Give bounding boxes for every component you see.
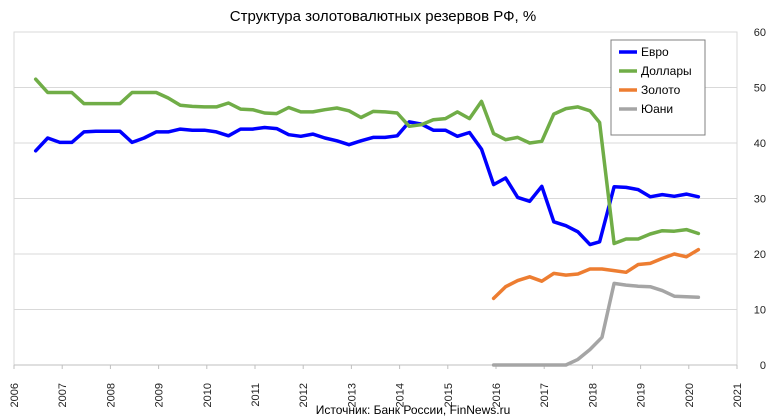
x-tick-label: 2017 — [539, 383, 551, 407]
x-tick-label: 2012 — [298, 383, 310, 407]
x-tick-label: 2010 — [202, 383, 214, 407]
x-tick-label: 2009 — [154, 383, 166, 407]
y-tick-label: 40 — [754, 138, 766, 150]
y-tick-label: 50 — [754, 83, 766, 95]
legend-label: Золото — [641, 83, 681, 97]
y-axis-ticks: 0 10 20 30 40 50 60 — [754, 27, 766, 372]
source-note: Источник: Банк России, FinNews.ru — [316, 403, 511, 417]
legend-box — [610, 39, 706, 136]
y-tick-label: 20 — [754, 249, 766, 261]
series-line-1 — [33, 120, 701, 247]
chart-title: Структура золотовалютных резервов РФ, % — [230, 8, 536, 25]
x-tick-label: 2014 — [395, 383, 407, 407]
x-tick-label: 2015 — [443, 383, 455, 407]
x-tick-label: 2013 — [346, 383, 358, 407]
y-tick-label: 30 — [754, 194, 766, 206]
legend-label: Юани — [641, 102, 673, 116]
series-lines — [33, 77, 701, 367]
y-tick-label: 60 — [754, 27, 766, 39]
series-line-3 — [491, 247, 701, 301]
legend-label: Доллары — [641, 64, 692, 78]
y-tick-label: 0 — [760, 360, 766, 372]
x-tick-label: 2008 — [105, 383, 117, 407]
x-tick-label: 2018 — [587, 383, 599, 407]
x-tick-label: 2019 — [636, 383, 648, 407]
legend-label: Евро — [641, 45, 669, 59]
x-axis-ticks: 2006 2007 2008 2009 2010 2011 2012 2013 2014 2015… — [9, 364, 744, 407]
series-line-2 — [33, 77, 701, 246]
x-tick-label: 2021 — [732, 383, 744, 407]
x-tick-label: 2016 — [491, 383, 503, 407]
series-line-4 — [491, 281, 701, 367]
x-tick-label: 2006 — [9, 383, 21, 407]
x-tick-label: 2007 — [57, 383, 69, 407]
legend: Евро Доллары Золото Юани — [610, 39, 706, 136]
y-tick-label: 10 — [754, 305, 766, 317]
x-tick-label: 2011 — [250, 383, 262, 407]
x-tick-label: 2020 — [684, 383, 696, 407]
